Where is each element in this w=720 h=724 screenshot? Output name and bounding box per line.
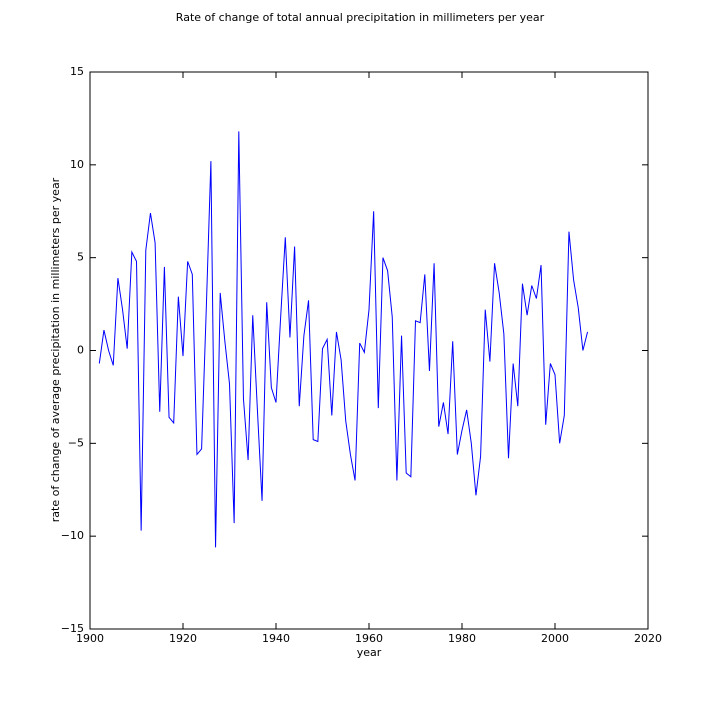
x-axis-label: year <box>357 646 382 659</box>
y-tick-label: −5 <box>68 436 84 449</box>
x-tick-label: 2020 <box>634 632 662 645</box>
x-tick-label: 1900 <box>76 632 104 645</box>
y-tick-label: 5 <box>77 251 84 264</box>
x-tick-label: 1920 <box>169 632 197 645</box>
x-tick-label: 2000 <box>541 632 569 645</box>
y-tick-label: 10 <box>70 158 84 171</box>
y-tick-label: 0 <box>77 344 84 357</box>
chart-title: Rate of change of total annual precipita… <box>176 11 545 24</box>
x-tick-label: 1960 <box>355 632 383 645</box>
y-tick-label: 15 <box>70 65 84 78</box>
x-tick-label: 1980 <box>448 632 476 645</box>
y-tick-label: −10 <box>61 529 84 542</box>
data-line <box>98 131 589 548</box>
y-tick-label: −15 <box>61 622 84 635</box>
x-tick-label: 1940 <box>262 632 290 645</box>
y-axis-label: rate of change of average precipitation … <box>49 177 62 522</box>
